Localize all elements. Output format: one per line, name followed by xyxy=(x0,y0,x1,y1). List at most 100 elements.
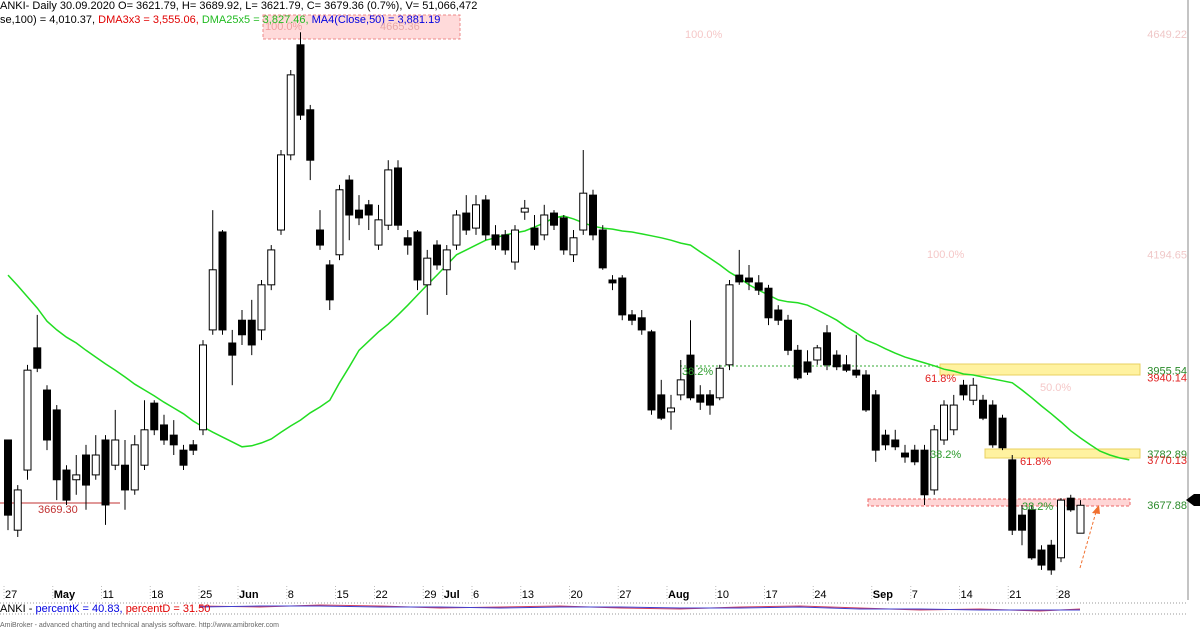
x-tick-label: 14 xyxy=(961,589,973,601)
candle-body xyxy=(218,231,227,331)
candle-body xyxy=(988,404,997,446)
candle-body xyxy=(345,179,354,216)
fib-box xyxy=(867,498,1131,507)
candle-body xyxy=(959,384,968,396)
candle-body xyxy=(628,314,636,321)
x-tick-label: 7 xyxy=(912,589,918,601)
fib-label: 50.0% xyxy=(1040,382,1071,394)
price-label: 3669.30 xyxy=(38,504,78,516)
candle-body xyxy=(189,444,198,451)
candle-body xyxy=(813,347,822,361)
candle-body xyxy=(618,277,627,316)
candle-body xyxy=(530,227,539,246)
candle-body xyxy=(374,219,383,246)
legend-item: = 3,827.46, xyxy=(253,14,308,26)
candle-body xyxy=(910,449,919,463)
legend-item: percentD = 31.50 xyxy=(126,603,211,615)
candle-body xyxy=(101,439,110,506)
candle-body xyxy=(881,434,890,446)
price-label: 4649.22 xyxy=(1147,29,1187,41)
x-tick-label: 18 xyxy=(151,589,163,601)
candle-body xyxy=(764,287,773,319)
candle-body xyxy=(1057,499,1065,559)
candle-body xyxy=(784,319,792,351)
candle-body xyxy=(1027,509,1036,559)
candle-body xyxy=(4,439,12,516)
candle-body xyxy=(160,424,168,441)
candle-body xyxy=(930,429,939,491)
x-tick-label: 8 xyxy=(288,589,294,601)
candle-body xyxy=(891,439,900,448)
candle-body xyxy=(364,204,373,216)
candle-body xyxy=(998,417,1007,449)
candle-body xyxy=(1008,459,1017,531)
x-tick-label: Aug xyxy=(668,589,689,601)
candle-body xyxy=(277,154,285,231)
candle-body xyxy=(43,389,51,441)
candle-body xyxy=(491,234,500,246)
candle-body xyxy=(803,361,812,373)
arrow-head xyxy=(1092,505,1100,514)
x-tick-label: 21 xyxy=(1009,589,1021,601)
candle-body xyxy=(686,354,695,399)
candle-body xyxy=(247,319,256,346)
price-label: 3770.13 xyxy=(1147,455,1187,467)
x-tick-label: 10 xyxy=(717,589,729,601)
fib-box xyxy=(984,448,1141,459)
candle-body xyxy=(394,167,402,226)
candle-body xyxy=(969,384,978,401)
price-label: 4665.36 xyxy=(380,21,420,33)
candle-body xyxy=(667,407,675,413)
candle-body xyxy=(140,429,149,466)
candle-body xyxy=(442,249,451,271)
candle-body xyxy=(920,449,929,496)
candle-body xyxy=(608,279,617,284)
x-tick-label: 25 xyxy=(200,589,212,601)
candle-body xyxy=(228,342,237,356)
candle-body xyxy=(72,474,81,481)
candle-body xyxy=(208,269,217,331)
candle-body xyxy=(706,394,714,406)
fib-box xyxy=(939,363,1141,376)
legend-item: MA4(Close,50) = 3,881.19 xyxy=(312,14,441,26)
x-tick-label: Sep xyxy=(873,589,893,601)
fib-label: 100.0% xyxy=(927,249,965,261)
candle-body xyxy=(130,444,139,491)
candle-body xyxy=(832,354,841,368)
fib-label: 61.8% xyxy=(1020,456,1051,468)
x-tick-label: 29 xyxy=(424,589,436,601)
candle-body xyxy=(1018,514,1026,531)
candle-body xyxy=(598,229,607,269)
x-tick-label: 22 xyxy=(376,589,388,601)
candle-body xyxy=(267,249,276,286)
fib-label: 100.0% xyxy=(265,21,303,33)
candle-body xyxy=(940,404,948,441)
candle-body xyxy=(745,277,753,283)
fib-label: 38.2% xyxy=(1022,501,1053,513)
candle-body xyxy=(676,379,685,396)
x-tick-label: 15 xyxy=(337,589,349,601)
candle-body xyxy=(901,452,909,458)
price-label: 3782.89 xyxy=(1147,449,1187,461)
candle-body xyxy=(433,244,441,266)
x-tick-label: 20 xyxy=(571,589,583,601)
candle-body xyxy=(520,207,529,213)
fib-label: 38.2% xyxy=(682,366,713,378)
candle-body xyxy=(852,369,861,376)
header-legend: se,100) = 4,010.37, DMA3x3 = 3,555.06, D… xyxy=(0,14,440,26)
ma-line xyxy=(7,215,1130,461)
x-tick-label: 17 xyxy=(766,589,778,601)
candle-body xyxy=(569,237,578,256)
x-tick-label: Jun xyxy=(239,589,259,601)
x-tick-label: 28 xyxy=(1058,589,1070,601)
x-tick-label: May xyxy=(54,589,76,601)
legend-item: DMA25x5 xyxy=(202,14,250,26)
candle-body xyxy=(725,284,734,366)
candle-body xyxy=(1066,497,1075,511)
x-tick-label: 27 xyxy=(619,589,631,601)
fib-label: 100.0% xyxy=(685,29,723,41)
candle-body xyxy=(13,489,22,531)
header-title: ANKI- Daily 30.09.2020 O= 3621.79, H= 36… xyxy=(0,0,477,12)
candle-body xyxy=(23,369,32,471)
